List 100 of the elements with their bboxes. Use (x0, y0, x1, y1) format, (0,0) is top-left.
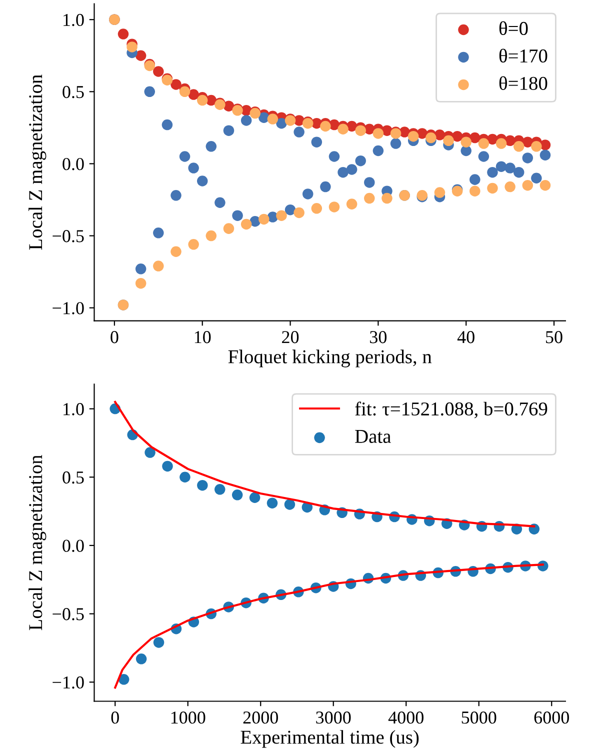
point (179, 151, 190, 162)
point (206, 230, 217, 242)
x-tick-label: 0 (111, 711, 119, 724)
point (240, 218, 252, 230)
y-tick-label: 0.5 (62, 471, 84, 484)
point (240, 115, 252, 126)
x-tick-label: 5000 (462, 711, 496, 724)
point (179, 86, 190, 98)
y-tick-label: 0.5 (62, 86, 84, 98)
point (223, 125, 234, 136)
point (294, 207, 304, 218)
y-axis-title: Local Z magnetization (28, 455, 46, 630)
point (162, 460, 173, 472)
point (136, 654, 147, 664)
y-tick-label: −0.5 (52, 608, 84, 620)
point (180, 472, 190, 483)
point (355, 155, 366, 166)
point (118, 28, 129, 40)
y-tick-label: −1.0 (52, 676, 84, 689)
point (540, 150, 551, 160)
point (276, 118, 287, 129)
point (135, 278, 146, 289)
point (135, 264, 146, 274)
point (276, 210, 287, 221)
point (434, 187, 446, 198)
x-tick-label: 4000 (388, 711, 424, 724)
point (426, 132, 436, 144)
point (470, 186, 480, 196)
point (266, 498, 278, 508)
x-axis-title: Experimental time (us) (240, 730, 419, 748)
y-tick-label: 0.0 (62, 158, 84, 170)
point (372, 145, 384, 156)
point (487, 166, 498, 178)
point (328, 151, 340, 162)
point (390, 138, 402, 149)
point (504, 162, 516, 174)
x-tick-label: 1000 (171, 711, 206, 724)
x-tick-label: 10 (194, 331, 211, 344)
point (522, 180, 534, 191)
point (188, 239, 199, 250)
point (540, 180, 551, 191)
point (504, 181, 516, 192)
point (144, 86, 156, 98)
point (126, 42, 138, 52)
x-tick-label: 20 (282, 331, 299, 344)
point (153, 637, 164, 648)
legend-label: θ=170 (499, 48, 548, 63)
point (496, 138, 507, 149)
point (346, 198, 358, 210)
point (197, 480, 208, 491)
point (346, 164, 358, 175)
x-tick-label: 3000 (316, 711, 351, 724)
point (284, 499, 296, 510)
point (487, 182, 498, 194)
point (328, 202, 340, 212)
point (443, 135, 454, 146)
point (267, 114, 278, 124)
point (302, 188, 314, 200)
x-tick-label: 40 (457, 331, 474, 344)
point (188, 162, 199, 174)
point (338, 166, 348, 178)
point (338, 124, 348, 135)
legend-label: Data (355, 430, 391, 443)
point (144, 447, 156, 458)
point (223, 223, 234, 234)
point (206, 141, 217, 152)
point (531, 141, 542, 152)
y-tick-label: −1.0 (52, 302, 84, 314)
point (478, 138, 490, 149)
point (311, 136, 322, 148)
point (513, 166, 524, 178)
point (258, 214, 270, 225)
point (522, 152, 534, 164)
point (478, 151, 490, 162)
point (320, 120, 331, 132)
point (232, 210, 243, 221)
point (513, 141, 524, 152)
point (153, 66, 164, 77)
legend-label: fit: τ=1521.088, b=0.769 (355, 402, 548, 418)
legend-label: θ=0 (499, 21, 528, 36)
point (364, 192, 375, 204)
legend-label: θ=180 (499, 76, 548, 90)
point (294, 126, 304, 138)
point (170, 190, 182, 201)
point (214, 197, 226, 208)
x-tick-label: 50 (546, 331, 562, 344)
y-axis-title: Local Z magnetization (28, 74, 46, 250)
point (232, 490, 243, 500)
point (118, 674, 130, 685)
point (355, 125, 366, 136)
point (372, 128, 384, 139)
point (153, 260, 164, 272)
x-axis-title: Floquet kicking periods, n (228, 350, 432, 368)
point (531, 172, 542, 184)
y-tick-label: −0.5 (52, 230, 84, 242)
point (284, 204, 296, 216)
point (408, 130, 419, 142)
point (496, 161, 507, 172)
y-tick-label: 0.0 (62, 540, 84, 552)
point (162, 119, 173, 130)
